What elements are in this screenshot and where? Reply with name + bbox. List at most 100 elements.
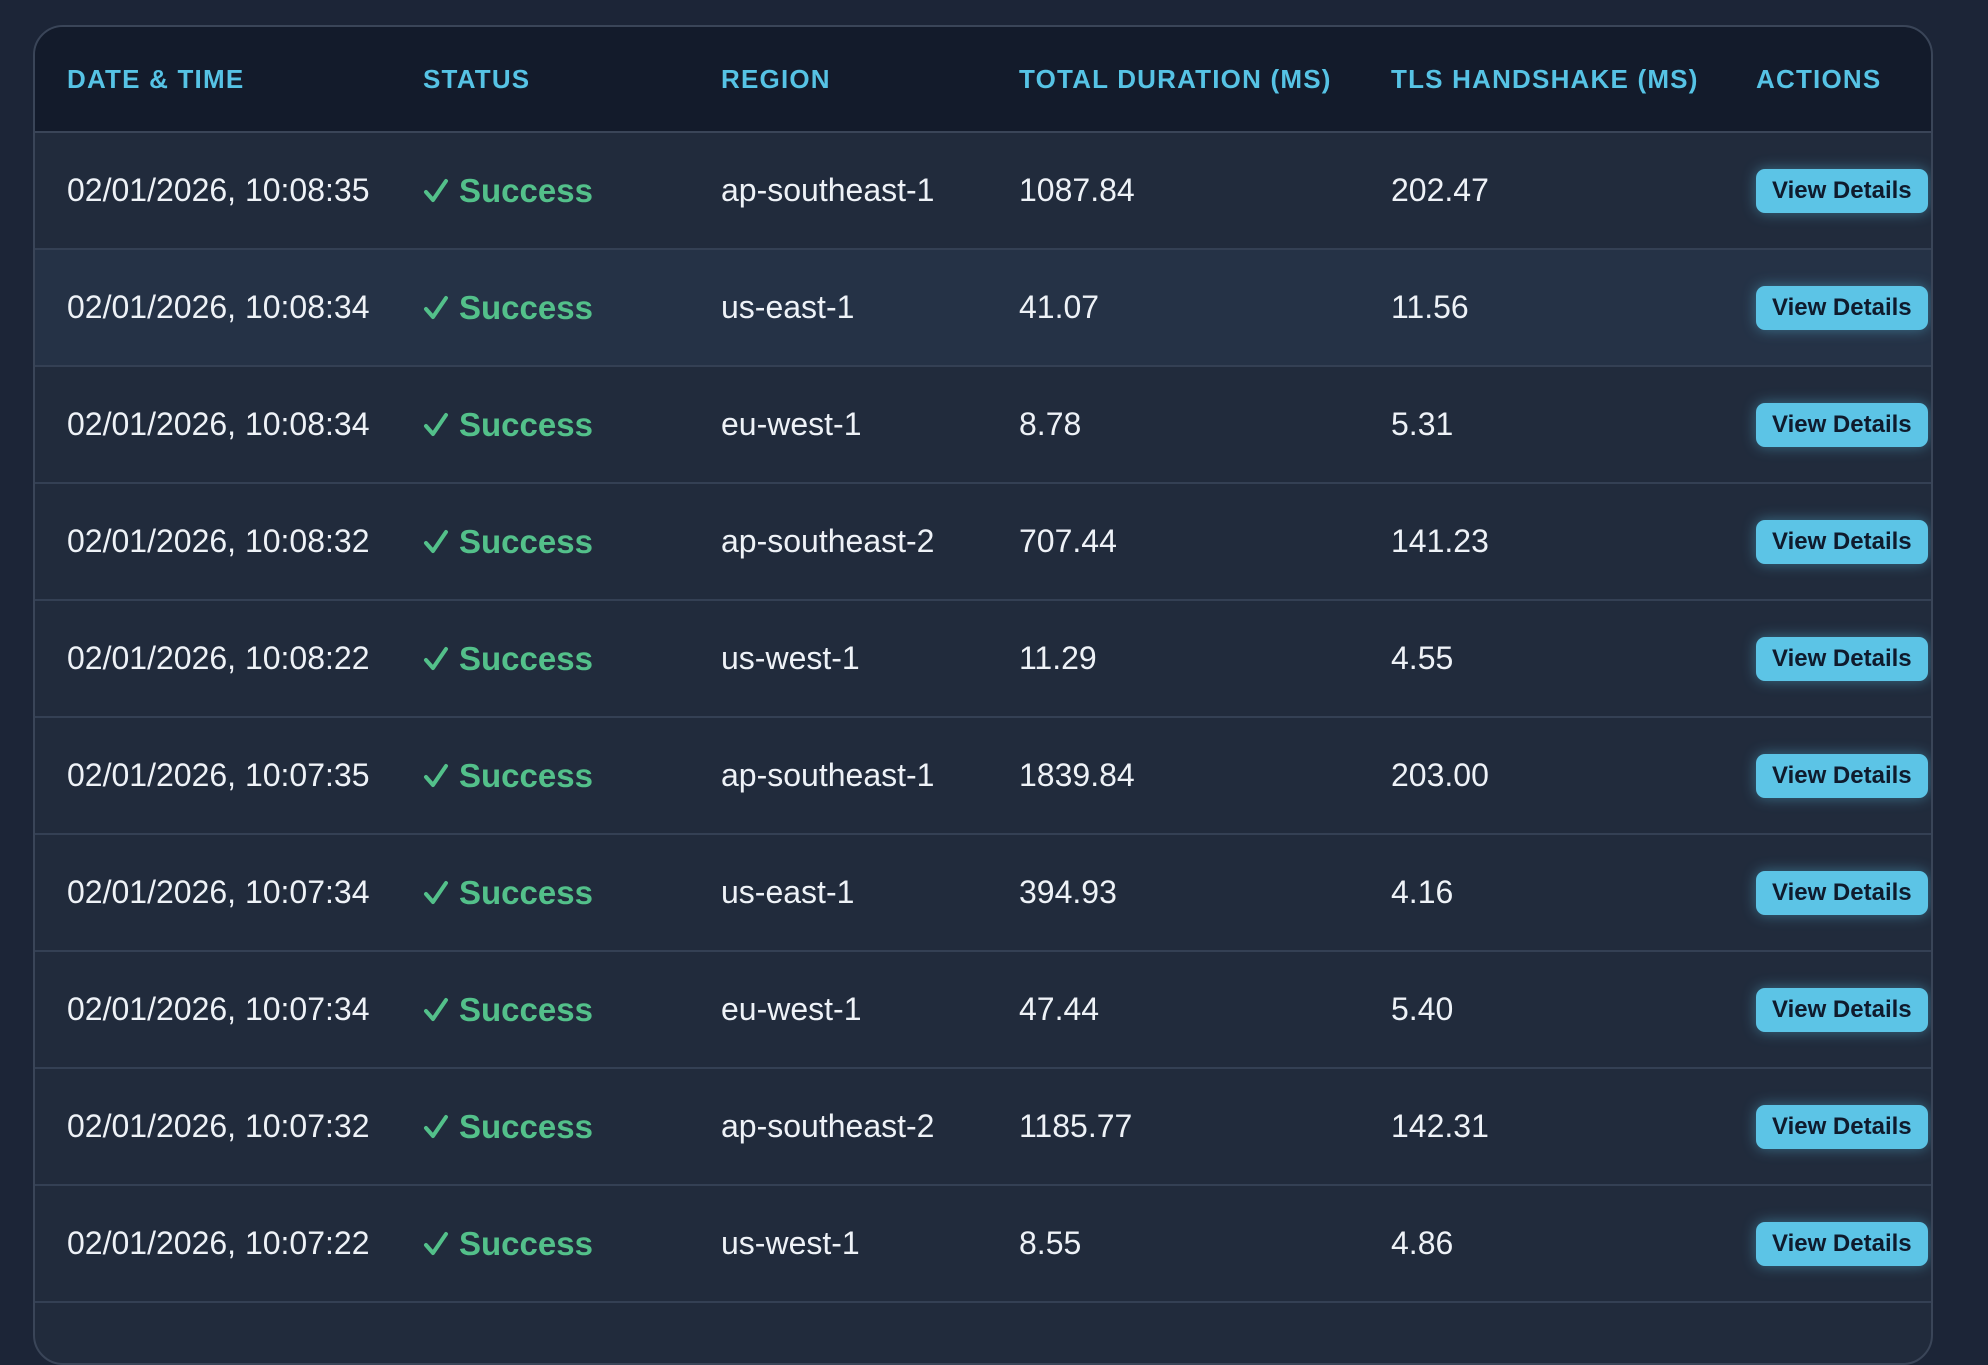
- cell-datetime: 02/01/2026, 10:07:35: [67, 757, 370, 793]
- status-label: Success: [459, 1107, 593, 1145]
- view-details-button[interactable]: View Details: [1756, 636, 1928, 681]
- cell-actions: View Details: [1756, 987, 1931, 1032]
- status-badge: Success: [423, 874, 593, 912]
- cell-actions: View Details: [1756, 636, 1931, 681]
- column-header-datetime[interactable]: DATE & TIME: [67, 63, 245, 94]
- cell-tls-handshake: 142.31: [1391, 1108, 1489, 1144]
- cell-region: eu-west-1: [721, 406, 862, 442]
- status-label: Success: [459, 756, 593, 794]
- status-label: Success: [459, 288, 593, 326]
- cell-total-duration: 11.29: [1019, 640, 1097, 676]
- check-icon: [424, 997, 448, 1021]
- cell-tls-handshake: 11.56: [1391, 289, 1469, 325]
- cell-region: us-west-1: [721, 1225, 860, 1261]
- cell-region: us-east-1: [721, 289, 855, 325]
- status-label: Success: [459, 873, 593, 911]
- cell-actions: View Details: [1756, 1221, 1931, 1266]
- status-badge: Success: [423, 991, 593, 1029]
- cell-datetime: 02/01/2026, 10:07:22: [67, 1225, 370, 1261]
- cell-total-duration: 707.44: [1019, 523, 1117, 559]
- cell-datetime: 02/01/2026, 10:08:34: [67, 289, 370, 325]
- view-details-button[interactable]: View Details: [1756, 870, 1928, 915]
- view-details-button[interactable]: View Details: [1756, 987, 1928, 1032]
- cell-status: Success: [423, 991, 721, 1029]
- cell-status: Success: [423, 289, 721, 327]
- check-icon: [424, 1231, 448, 1255]
- view-details-button[interactable]: View Details: [1756, 168, 1928, 213]
- cell-total-duration: 8.78: [1019, 406, 1082, 442]
- cell-status: Success: [423, 1108, 721, 1146]
- status-badge: Success: [423, 1108, 593, 1146]
- view-details-button[interactable]: View Details: [1756, 402, 1928, 447]
- cell-tls-handshake: 202.47: [1391, 172, 1489, 208]
- cell-datetime: 02/01/2026, 10:08:32: [67, 523, 370, 559]
- cell-datetime: 02/01/2026, 10:08:22: [67, 640, 370, 676]
- cell-status: Success: [423, 1225, 721, 1263]
- cell-tls-handshake: 203.00: [1391, 757, 1489, 793]
- table-row: 02/01/2026, 10:07:34 Success eu-west-1 4…: [35, 952, 1931, 1069]
- cell-region: us-east-1: [721, 874, 855, 910]
- column-header-status[interactable]: STATUS: [423, 63, 531, 94]
- status-badge: Success: [423, 640, 593, 678]
- status-badge: Success: [423, 289, 593, 327]
- column-header-tls-handshake[interactable]: TLS HANDSHAKE (MS): [1391, 63, 1699, 94]
- view-details-button[interactable]: View Details: [1756, 519, 1928, 564]
- cell-tls-handshake: 4.55: [1391, 640, 1454, 676]
- cell-actions: View Details: [1756, 168, 1931, 213]
- cell-total-duration: 41.07: [1019, 289, 1100, 325]
- status-badge: Success: [423, 172, 593, 210]
- column-header-region[interactable]: REGION: [721, 63, 831, 94]
- status-badge: Success: [423, 406, 593, 444]
- cell-region: eu-west-1: [721, 991, 862, 1027]
- status-label: Success: [459, 171, 593, 209]
- table-row: 02/01/2026, 10:08:35 Success ap-southeas…: [35, 133, 1931, 250]
- view-details-button[interactable]: View Details: [1756, 1104, 1928, 1149]
- cell-total-duration: 47.44: [1019, 991, 1100, 1027]
- check-icon: [424, 880, 448, 904]
- cell-region: ap-southeast-1: [721, 172, 935, 208]
- table-row: 02/01/2026, 10:08:32 Success ap-southeas…: [35, 484, 1931, 601]
- cell-total-duration: 1185.77: [1019, 1108, 1133, 1144]
- cell-region: us-west-1: [721, 640, 860, 676]
- cell-tls-handshake: 5.40: [1391, 991, 1454, 1027]
- check-icon: [424, 178, 448, 202]
- view-details-button[interactable]: View Details: [1756, 285, 1928, 330]
- table-row: 02/01/2026, 10:08:34 Success eu-west-1 8…: [35, 367, 1931, 484]
- cell-datetime: 02/01/2026, 10:07:32: [67, 1108, 370, 1144]
- check-icon: [424, 412, 448, 436]
- cell-datetime: 02/01/2026, 10:08:35: [67, 172, 370, 208]
- cell-total-duration: 8.55: [1019, 1225, 1082, 1261]
- status-label: Success: [459, 990, 593, 1028]
- table-row: 02/01/2026, 10:07:34 Success us-east-1 3…: [35, 835, 1931, 952]
- status-label: Success: [459, 522, 593, 560]
- column-header-total-duration[interactable]: TOTAL DURATION (MS): [1019, 63, 1332, 94]
- status-badge: Success: [423, 523, 593, 561]
- cell-region: ap-southeast-2: [721, 523, 935, 559]
- cell-total-duration: 1839.84: [1019, 757, 1135, 793]
- check-icon: [424, 763, 448, 787]
- cell-actions: View Details: [1756, 753, 1931, 798]
- table-body: 02/01/2026, 10:08:35 Success ap-southeas…: [35, 133, 1931, 1303]
- cell-tls-handshake: 5.31: [1391, 406, 1454, 442]
- status-label: Success: [459, 405, 593, 443]
- test-results-table: DATE & TIME STATUS REGION TOTAL DURATION…: [33, 25, 1933, 1365]
- cell-datetime: 02/01/2026, 10:08:34: [67, 406, 370, 442]
- cell-total-duration: 394.93: [1019, 874, 1117, 910]
- check-icon: [424, 1114, 448, 1138]
- view-details-button[interactable]: View Details: [1756, 1221, 1928, 1266]
- cell-status: Success: [423, 874, 721, 912]
- cell-status: Success: [423, 523, 721, 561]
- cell-tls-handshake: 4.16: [1391, 874, 1454, 910]
- cell-status: Success: [423, 406, 721, 444]
- cell-tls-handshake: 141.23: [1391, 523, 1489, 559]
- cell-region: ap-southeast-2: [721, 1108, 935, 1144]
- view-details-button[interactable]: View Details: [1756, 753, 1928, 798]
- cell-actions: View Details: [1756, 285, 1931, 330]
- cell-tls-handshake: 4.86: [1391, 1225, 1454, 1261]
- cell-actions: View Details: [1756, 402, 1931, 447]
- cell-actions: View Details: [1756, 870, 1931, 915]
- cell-actions: View Details: [1756, 1104, 1931, 1149]
- table-row: 02/01/2026, 10:08:22 Success us-west-1 1…: [35, 601, 1931, 718]
- status-badge: Success: [423, 757, 593, 795]
- cell-status: Success: [423, 757, 721, 795]
